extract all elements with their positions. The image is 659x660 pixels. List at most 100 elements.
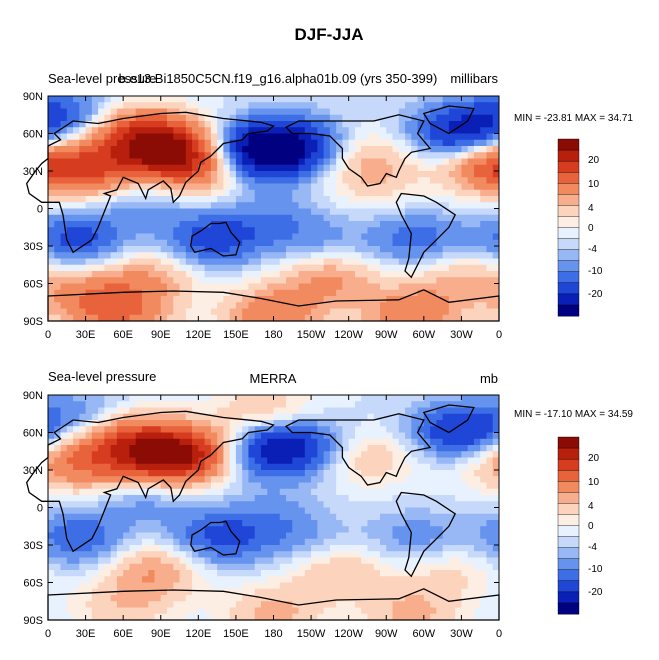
heatmap-cell xyxy=(279,507,287,515)
heatmap-cell xyxy=(492,451,500,458)
heatmap-cell xyxy=(336,252,343,259)
heatmap-cell xyxy=(405,507,412,515)
heatmap-cell xyxy=(54,582,61,590)
heatmap-cell xyxy=(148,246,155,253)
heatmap-cell xyxy=(298,133,306,141)
heatmap-cell xyxy=(104,183,112,191)
heatmap-cell xyxy=(304,139,312,147)
heatmap-cell xyxy=(473,532,481,540)
heatmap-cell xyxy=(148,177,155,184)
heatmap-cell xyxy=(123,239,130,247)
heatmap-cell xyxy=(223,227,231,234)
heatmap-cell xyxy=(110,501,118,508)
heatmap-cell xyxy=(436,420,444,427)
heatmap-cell xyxy=(486,127,494,134)
heatmap-cell xyxy=(336,314,343,322)
heatmap-cell xyxy=(405,202,412,209)
heatmap-cell xyxy=(436,501,444,508)
heatmap-cell xyxy=(154,557,162,565)
heatmap-cell xyxy=(423,538,431,546)
heatmap-cell xyxy=(329,258,337,266)
heatmap-cell xyxy=(417,582,425,590)
heatmap-cell xyxy=(154,545,162,552)
heatmap-cell xyxy=(467,401,475,408)
heatmap-cell xyxy=(260,158,268,166)
heatmap-cell xyxy=(423,582,431,590)
heatmap-cell xyxy=(54,302,61,309)
heatmap-cell xyxy=(405,183,412,191)
heatmap-cell xyxy=(373,432,381,440)
heatmap-cell xyxy=(48,395,55,402)
heatmap-cell xyxy=(492,526,500,533)
heatmap-cell xyxy=(254,557,262,565)
heatmap-cell xyxy=(116,214,124,222)
heatmap-cell xyxy=(273,139,281,147)
heatmap-cell xyxy=(348,171,356,178)
heatmap-cell xyxy=(48,158,55,166)
heatmap-cell xyxy=(311,214,318,222)
heatmap-cell xyxy=(110,582,118,590)
heatmap-cell xyxy=(317,470,325,477)
heatmap-cell xyxy=(467,214,475,222)
heatmap-cell xyxy=(367,127,375,134)
heatmap-cell xyxy=(48,308,55,316)
heatmap-cell xyxy=(430,277,437,284)
heatmap-cell xyxy=(279,520,287,527)
heatmap-cell xyxy=(430,457,437,465)
heatmap-cell xyxy=(361,570,368,577)
heatmap-cell xyxy=(129,202,137,209)
heatmap-cell xyxy=(386,283,393,291)
heatmap-cell xyxy=(167,108,174,116)
heatmap-cell xyxy=(85,121,93,128)
heatmap-cell xyxy=(304,264,312,272)
heatmap-cell xyxy=(267,246,274,253)
heatmap-cell xyxy=(379,551,387,558)
heatmap-cell xyxy=(323,513,331,521)
heatmap-cell xyxy=(386,413,393,421)
heatmap-cell xyxy=(54,208,61,216)
heatmap-cell xyxy=(386,495,393,502)
heatmap-cell xyxy=(129,538,137,546)
heatmap-cell xyxy=(48,476,55,483)
heatmap-cell xyxy=(298,239,306,247)
heatmap-cell xyxy=(173,139,180,147)
heatmap-cell xyxy=(298,271,306,278)
heatmap-cell xyxy=(198,545,205,552)
heatmap-cell xyxy=(154,183,162,191)
heatmap-cell xyxy=(160,538,168,546)
heatmap-cell xyxy=(379,146,387,153)
heatmap-cell xyxy=(129,470,137,477)
heatmap-cell xyxy=(229,302,237,309)
heatmap-cell xyxy=(442,476,450,483)
heatmap-cell xyxy=(242,114,249,122)
heatmap-cell xyxy=(91,189,99,197)
heatmap-cell xyxy=(104,495,112,502)
heatmap-cell xyxy=(492,457,500,465)
heatmap-cell xyxy=(160,476,168,483)
heatmap-cell xyxy=(135,264,143,272)
heatmap-cell xyxy=(467,158,475,166)
heatmap-cell xyxy=(405,582,412,590)
heatmap-cell xyxy=(411,227,418,234)
heatmap-cell xyxy=(192,576,199,583)
heatmap-cell xyxy=(79,164,86,172)
heatmap-cell xyxy=(248,146,256,153)
heatmap-cell xyxy=(348,451,356,458)
heatmap-cell xyxy=(411,146,418,153)
heatmap-cell xyxy=(336,296,343,303)
heatmap-cell xyxy=(248,233,256,241)
colorbar-label: 4 xyxy=(588,203,594,214)
heatmap-cell xyxy=(160,513,168,521)
heatmap-cell xyxy=(279,495,287,502)
heatmap-cell xyxy=(317,520,325,527)
heatmap-cell xyxy=(98,146,105,153)
heatmap-cell xyxy=(492,114,500,122)
heatmap-cell xyxy=(91,239,99,247)
heatmap-cell xyxy=(85,532,93,540)
heatmap-cell xyxy=(254,121,262,128)
heatmap-cell xyxy=(436,582,444,590)
heatmap-cell xyxy=(461,227,469,234)
heatmap-cell xyxy=(405,133,412,141)
heatmap-cell xyxy=(311,407,318,415)
heatmap-cell xyxy=(179,289,187,297)
